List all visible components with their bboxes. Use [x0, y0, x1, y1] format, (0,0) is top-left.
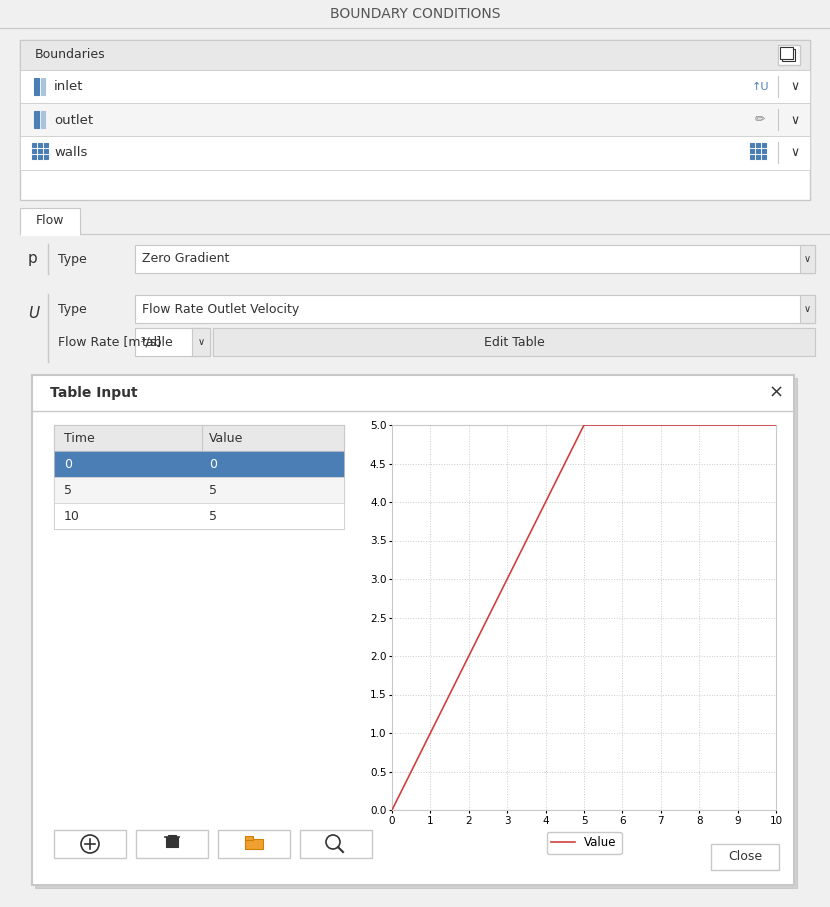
Bar — [800, 295, 815, 323]
Text: BOUNDARY CONDITIONS: BOUNDARY CONDITIONS — [330, 7, 500, 21]
Bar — [44, 155, 48, 159]
Text: 5: 5 — [209, 510, 217, 522]
Bar — [54, 425, 344, 451]
Bar — [38, 149, 42, 153]
Text: ×: × — [769, 384, 784, 402]
Text: 10: 10 — [64, 510, 80, 522]
Bar — [35, 378, 797, 888]
Text: ∨: ∨ — [790, 147, 799, 160]
Bar — [20, 136, 810, 170]
Bar — [750, 143, 754, 147]
Bar — [218, 830, 290, 858]
Bar — [20, 40, 810, 70]
Legend: Value: Value — [546, 832, 622, 854]
Bar — [762, 143, 766, 147]
Text: Table Input: Table Input — [50, 386, 138, 400]
Text: ∨: ∨ — [803, 254, 811, 264]
Text: ✏: ✏ — [754, 113, 765, 126]
Text: Flow: Flow — [36, 214, 64, 228]
Bar — [44, 149, 48, 153]
Bar — [54, 477, 344, 503]
Text: Type: Type — [58, 303, 87, 316]
Text: table: table — [142, 336, 173, 348]
Text: Time: Time — [64, 432, 95, 444]
Bar — [32, 155, 36, 159]
Bar — [41, 78, 45, 95]
Bar — [245, 836, 253, 840]
Bar — [20, 40, 810, 200]
Text: inlet: inlet — [54, 81, 84, 93]
Text: p: p — [28, 251, 37, 267]
Text: Edit Table: Edit Table — [484, 336, 544, 348]
Bar — [750, 155, 754, 159]
Text: Zero Gradient: Zero Gradient — [142, 252, 229, 266]
Bar — [32, 149, 36, 153]
Bar — [41, 111, 45, 128]
Bar — [32, 375, 794, 885]
Bar — [192, 328, 210, 356]
Text: Close: Close — [728, 851, 762, 863]
Bar — [20, 208, 810, 234]
Bar — [44, 143, 48, 147]
Bar — [136, 830, 208, 858]
Bar — [20, 290, 810, 366]
Bar — [300, 830, 372, 858]
Bar — [54, 830, 126, 858]
Text: ∨: ∨ — [803, 304, 811, 314]
Text: Flow Rate Outlet Velocity: Flow Rate Outlet Velocity — [142, 303, 300, 316]
Bar — [34, 78, 39, 95]
Bar — [166, 837, 178, 847]
Bar — [38, 155, 42, 159]
Bar — [20, 70, 810, 103]
Text: walls: walls — [54, 147, 87, 160]
Bar — [762, 155, 766, 159]
Text: 5: 5 — [64, 483, 72, 496]
Bar — [756, 143, 760, 147]
Text: ∨: ∨ — [790, 113, 799, 126]
Bar — [213, 328, 815, 356]
Text: ↑U: ↑U — [751, 82, 769, 92]
Bar — [20, 103, 810, 136]
Bar — [20, 240, 810, 278]
Text: 0: 0 — [209, 457, 217, 471]
Text: Type: Type — [58, 252, 87, 266]
Text: outlet: outlet — [54, 113, 93, 126]
Text: 5: 5 — [209, 483, 217, 496]
Bar — [135, 328, 210, 356]
Bar — [20, 208, 80, 234]
Text: Value: Value — [209, 432, 243, 444]
Text: Boundaries: Boundaries — [35, 48, 105, 62]
Text: U: U — [28, 306, 39, 320]
Bar — [54, 503, 344, 529]
Bar — [54, 425, 344, 529]
Bar — [245, 839, 263, 849]
Bar — [38, 143, 42, 147]
Bar — [780, 47, 793, 59]
Bar — [750, 149, 754, 153]
Text: ∨: ∨ — [790, 81, 799, 93]
Bar — [32, 143, 36, 147]
Bar — [21, 233, 79, 235]
Text: ∨: ∨ — [198, 337, 204, 347]
Bar — [135, 295, 815, 323]
Bar — [711, 844, 779, 870]
Bar — [135, 245, 815, 273]
Bar — [54, 451, 344, 477]
Bar — [34, 111, 39, 128]
Bar — [168, 835, 176, 838]
Text: 0: 0 — [64, 457, 72, 471]
Bar — [756, 155, 760, 159]
Bar — [762, 149, 766, 153]
Text: Flow Rate [m³/s]: Flow Rate [m³/s] — [58, 336, 161, 348]
Bar — [800, 245, 815, 273]
Bar — [778, 45, 800, 65]
Bar — [756, 149, 760, 153]
Bar — [782, 49, 795, 61]
